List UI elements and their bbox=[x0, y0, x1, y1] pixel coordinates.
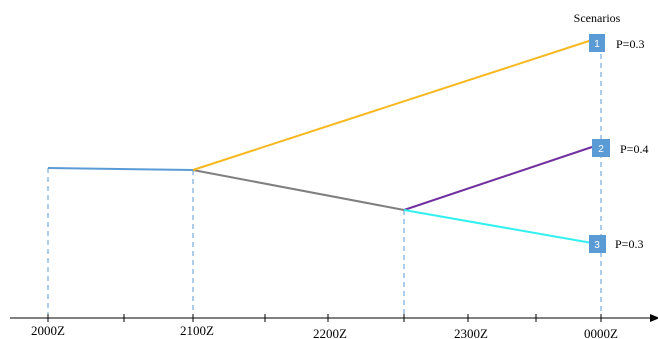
scenario-1-probability: P=0.3 bbox=[616, 37, 644, 51]
scenario-2-number: 2 bbox=[598, 144, 604, 155]
scenario-2-box bbox=[592, 139, 610, 157]
time-axis-arrowhead bbox=[650, 314, 658, 322]
axis-label-2300z: 2300Z bbox=[454, 326, 488, 339]
scenario-3-box bbox=[589, 235, 606, 253]
axis-label-0000z: 0000Z bbox=[584, 326, 618, 339]
shared-branch-line bbox=[192, 169, 405, 211]
scenario-1-number: 1 bbox=[594, 39, 600, 50]
scenario-1-branch-line bbox=[192, 39, 593, 171]
scenario-2-branch-line bbox=[403, 146, 593, 211]
axis-label-2200z: 2200Z bbox=[313, 326, 347, 339]
scenario-1-box bbox=[589, 34, 605, 52]
axis-label-2100z: 2100Z bbox=[180, 323, 214, 338]
scenario-2-probability: P=0.4 bbox=[620, 142, 648, 156]
scenario-3-branch-line bbox=[403, 209, 593, 244]
axis-label-2000z: 2000Z bbox=[31, 323, 65, 338]
scenario-3-probability: P=0.3 bbox=[615, 237, 643, 251]
initial-branch-line bbox=[47, 167, 194, 171]
scenario-3-number: 3 bbox=[594, 240, 600, 251]
scenarios-heading: Scenarios bbox=[574, 11, 621, 25]
